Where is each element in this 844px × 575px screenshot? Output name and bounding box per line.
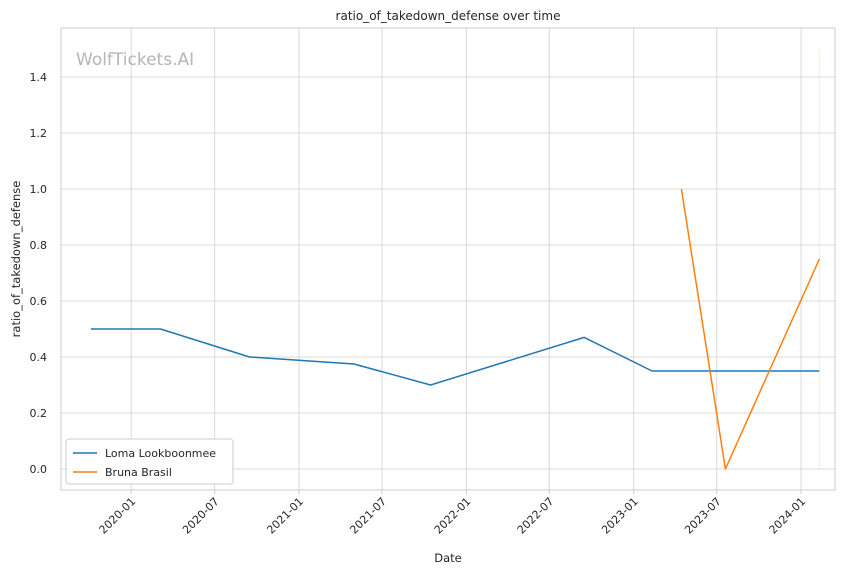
x-tick-label: 2023-01 — [599, 495, 641, 537]
series-line-bruna-brasil — [680, 188, 821, 470]
x-tick-label: 2021-01 — [264, 495, 306, 537]
y-tick-label: 0.2 — [30, 407, 48, 420]
legend-label: Bruna Brasil — [105, 466, 172, 479]
x-tick-label: 2020-01 — [97, 495, 139, 537]
y-tick-label: 0.8 — [30, 239, 48, 252]
y-tick-labels: 0.0 0.2 0.4 0.6 0.8 1.0 1.2 1.4 — [30, 71, 48, 476]
plot-frame — [60, 27, 836, 491]
x-tick-label: 2024-01 — [766, 495, 808, 537]
series-line-loma-lookboonmee — [90, 328, 820, 386]
y-tick-label: 0.0 — [30, 463, 48, 476]
x-axis-title: Date — [434, 551, 462, 565]
x-tick-label: 2022-07 — [515, 495, 557, 537]
legend: Loma Lookboonmee Bruna Brasil — [65, 438, 234, 485]
y-tick-label: 1.0 — [30, 183, 48, 196]
series-layer — [90, 49, 821, 470]
x-tick-label: 2020-07 — [180, 495, 222, 537]
x-tick-label: 2021-07 — [347, 495, 389, 537]
grid-lines — [61, 28, 835, 490]
y-tick-label: 0.6 — [30, 295, 48, 308]
x-tick-label: 2023-07 — [682, 495, 724, 537]
legend-box — [65, 438, 234, 485]
y-axis-title: ratio_of_takedown_defense — [9, 181, 23, 338]
x-tick-labels: 2020-01 2020-07 2021-01 2021-07 2022-01 2022-… — [97, 490, 808, 537]
x-tick-label: 2022-01 — [432, 495, 474, 537]
chart-title: ratio_of_takedown_defense over time — [336, 9, 561, 23]
watermark: WolfTickets.AI — [76, 50, 194, 70]
y-tick-label: 0.4 — [30, 351, 48, 364]
y-tick-label: 1.2 — [30, 127, 48, 140]
legend-label: Loma Lookboonmee — [105, 447, 216, 460]
y-tick-label: 1.4 — [30, 71, 48, 84]
